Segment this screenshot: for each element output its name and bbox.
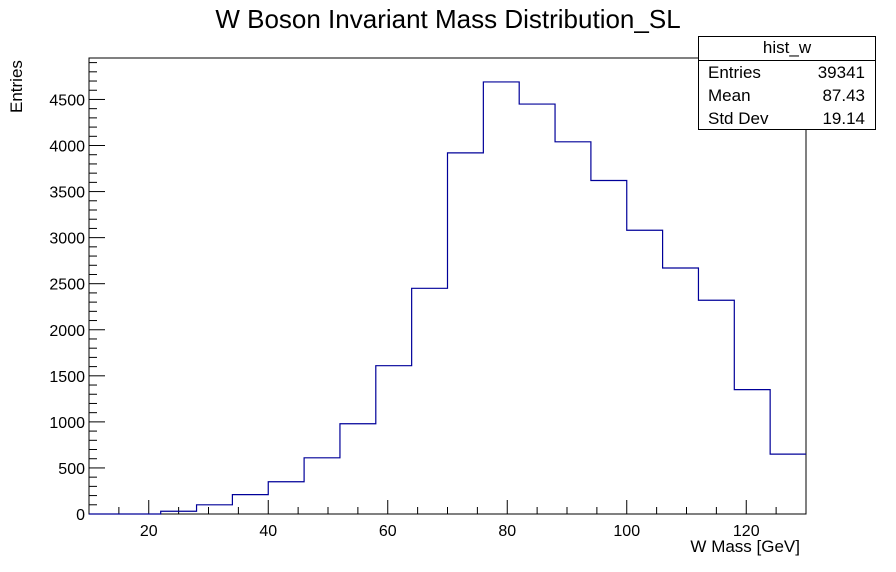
stats-label: Mean [708, 86, 751, 105]
x-tick-label: 120 [733, 523, 760, 540]
histogram-bin [412, 288, 448, 514]
histogram-bin [376, 366, 412, 514]
histogram-bin [161, 511, 197, 514]
y-tick-label: 4000 [49, 139, 85, 156]
x-axis-label: W Mass [GeV] [690, 537, 800, 556]
x-tick-label: 20 [140, 523, 158, 540]
y-tick-label: 1000 [49, 415, 85, 432]
histogram-bin [483, 82, 519, 514]
histogram-bin [232, 495, 268, 514]
histogram-bin [197, 505, 233, 514]
histogram-bin [663, 268, 699, 514]
y-tick-label: 2000 [49, 323, 85, 340]
histogram-bin [448, 153, 484, 514]
stats-value: 39341 [817, 63, 865, 82]
y-tick-label: 2500 [49, 277, 85, 294]
x-tick-label: 40 [259, 523, 277, 540]
stats-row-mean: Mean 87.43 [699, 84, 875, 107]
histogram-bin [591, 181, 627, 514]
histogram-bin [770, 454, 806, 514]
histogram-bin [519, 104, 555, 514]
histogram-bin [268, 482, 304, 514]
y-tick-label: 1500 [49, 369, 85, 386]
histogram-bin [627, 230, 663, 514]
histogram-bin [340, 424, 376, 514]
stats-row-entries: Entries 39341 [699, 61, 875, 84]
histogram-series-line [89, 81, 806, 515]
stats-label: Std Dev [708, 109, 769, 128]
histogram-bin [304, 458, 340, 514]
histogram-bin [698, 300, 734, 514]
stats-row-stddev: Std Dev 19.14 [699, 107, 875, 130]
y-tick-label: 4500 [49, 92, 85, 109]
histogram-bin [555, 142, 591, 514]
x-tick-label: 80 [498, 523, 516, 540]
histogram-bin [734, 390, 770, 514]
x-tick-label: 60 [379, 523, 397, 540]
y-tick-label: 3500 [49, 185, 85, 202]
stats-box: hist_w Entries 39341 Mean 87.43 Std Dev … [698, 36, 876, 130]
y-tick-label: 500 [58, 461, 85, 478]
stats-value: 19.14 [822, 109, 865, 128]
y-tick-label: 3000 [49, 231, 85, 248]
stats-box-name: hist_w [699, 37, 875, 61]
stats-value: 87.43 [822, 86, 865, 105]
y-tick-label: 0 [76, 507, 85, 524]
x-tick-label: 100 [613, 523, 640, 540]
stats-label: Entries [708, 63, 761, 82]
chart-title: W Boson Invariant Mass Distribution_SL [215, 4, 681, 34]
